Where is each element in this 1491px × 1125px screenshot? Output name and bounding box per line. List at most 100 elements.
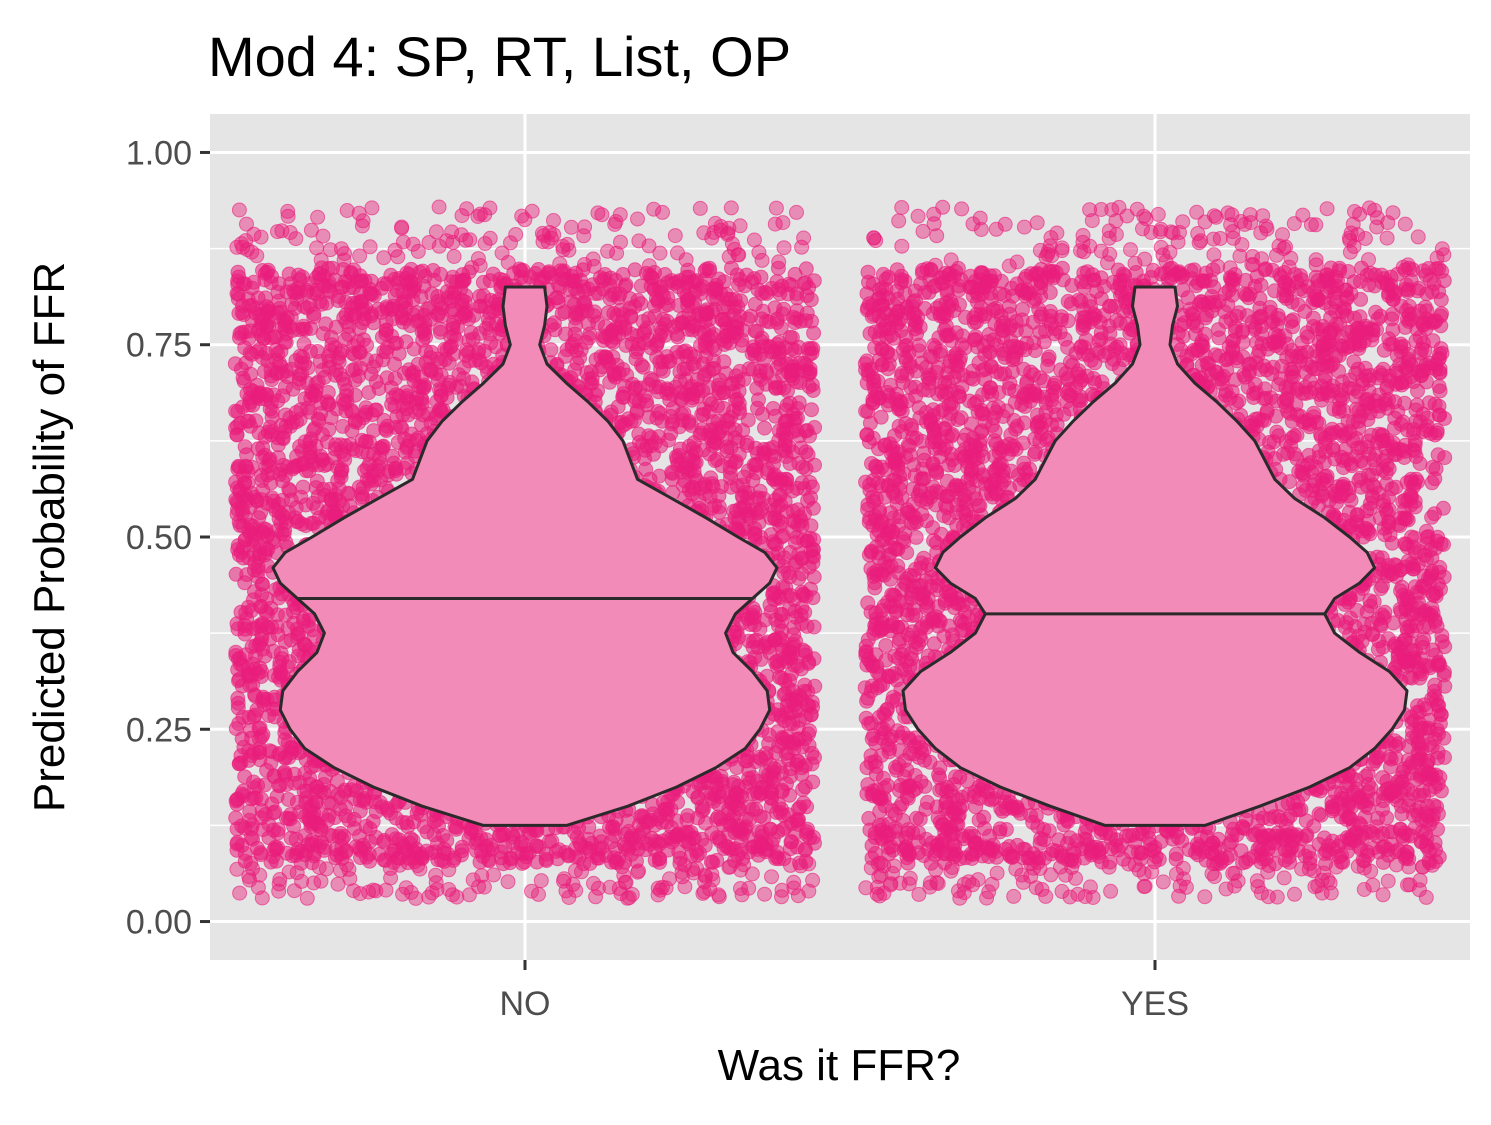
data-point <box>710 831 724 845</box>
data-point <box>307 307 321 321</box>
data-point <box>311 375 325 389</box>
data-point <box>644 341 658 355</box>
data-point <box>768 537 782 551</box>
data-point <box>653 406 667 420</box>
data-point <box>339 439 353 453</box>
data-point <box>243 805 257 819</box>
data-point <box>355 487 369 501</box>
data-point <box>702 364 716 378</box>
data-point <box>685 393 699 407</box>
data-point <box>380 340 394 354</box>
data-point <box>228 357 242 371</box>
data-point <box>749 466 763 480</box>
data-point <box>712 381 726 395</box>
data-point <box>782 753 796 767</box>
data-point <box>652 385 666 399</box>
data-point <box>377 413 391 427</box>
data-point <box>795 551 809 565</box>
data-point <box>757 447 771 461</box>
data-point <box>362 386 376 400</box>
data-point <box>360 338 374 352</box>
data-point <box>799 262 813 276</box>
data-point <box>698 487 712 501</box>
data-point <box>639 462 653 476</box>
data-point <box>359 405 373 419</box>
data-point <box>284 493 298 507</box>
data-point <box>339 800 353 814</box>
data-point <box>481 843 495 857</box>
data-point <box>248 781 262 795</box>
data-point <box>339 308 353 322</box>
data-point <box>565 340 579 354</box>
data-point <box>623 292 637 306</box>
data-point <box>230 287 244 301</box>
data-point <box>260 497 274 511</box>
data-point <box>296 480 310 494</box>
data-point <box>243 518 257 532</box>
data-point <box>284 633 298 647</box>
data-point <box>567 298 581 312</box>
data-point <box>249 414 263 428</box>
data-point <box>796 460 810 474</box>
data-point <box>612 366 626 380</box>
data-point <box>717 355 731 369</box>
data-point <box>783 788 797 802</box>
data-point <box>271 306 285 320</box>
data-point <box>418 322 432 336</box>
data-point <box>396 315 410 329</box>
data-point <box>795 768 809 782</box>
data-point <box>375 442 389 456</box>
data-point <box>353 829 367 843</box>
data-point <box>788 343 802 357</box>
data-point <box>628 382 642 396</box>
data-point <box>246 818 260 832</box>
data-point <box>404 832 418 846</box>
data-point <box>236 371 250 385</box>
data-point <box>726 794 740 808</box>
data-point <box>594 835 608 849</box>
data-point <box>263 402 277 416</box>
data-point <box>801 822 815 836</box>
data-point <box>581 832 595 846</box>
data-point <box>332 481 346 495</box>
data-point <box>790 530 804 544</box>
data-point <box>595 274 609 288</box>
data-point <box>242 710 256 724</box>
data-point <box>800 800 814 814</box>
data-point <box>802 380 816 394</box>
data-point <box>559 327 573 341</box>
data-point <box>311 489 325 503</box>
data-point <box>671 330 685 344</box>
data-point <box>256 441 270 455</box>
data-point <box>407 374 421 388</box>
data-point <box>279 608 293 622</box>
data-point <box>628 263 642 277</box>
data-point <box>774 475 788 489</box>
data-point <box>740 436 754 450</box>
data-point <box>803 347 817 361</box>
data-point <box>544 343 558 357</box>
data-point <box>278 469 292 483</box>
data-point <box>304 344 318 358</box>
data-point <box>235 679 249 693</box>
data-point <box>229 811 243 825</box>
data-point <box>772 352 786 366</box>
data-point <box>783 330 797 344</box>
data-point <box>356 303 370 317</box>
data-point <box>290 795 304 809</box>
data-point <box>807 274 821 288</box>
chart-title: Mod 4: SP, RT, List, OP <box>208 25 791 88</box>
data-point <box>656 313 670 327</box>
data-point <box>264 276 278 290</box>
data-point <box>729 369 743 383</box>
data-point <box>673 374 687 388</box>
data-point <box>758 421 772 435</box>
data-point <box>800 424 814 438</box>
data-point <box>669 814 683 828</box>
data-point <box>367 316 381 330</box>
data-point <box>270 790 284 804</box>
data-point <box>400 389 414 403</box>
data-point <box>746 771 760 785</box>
